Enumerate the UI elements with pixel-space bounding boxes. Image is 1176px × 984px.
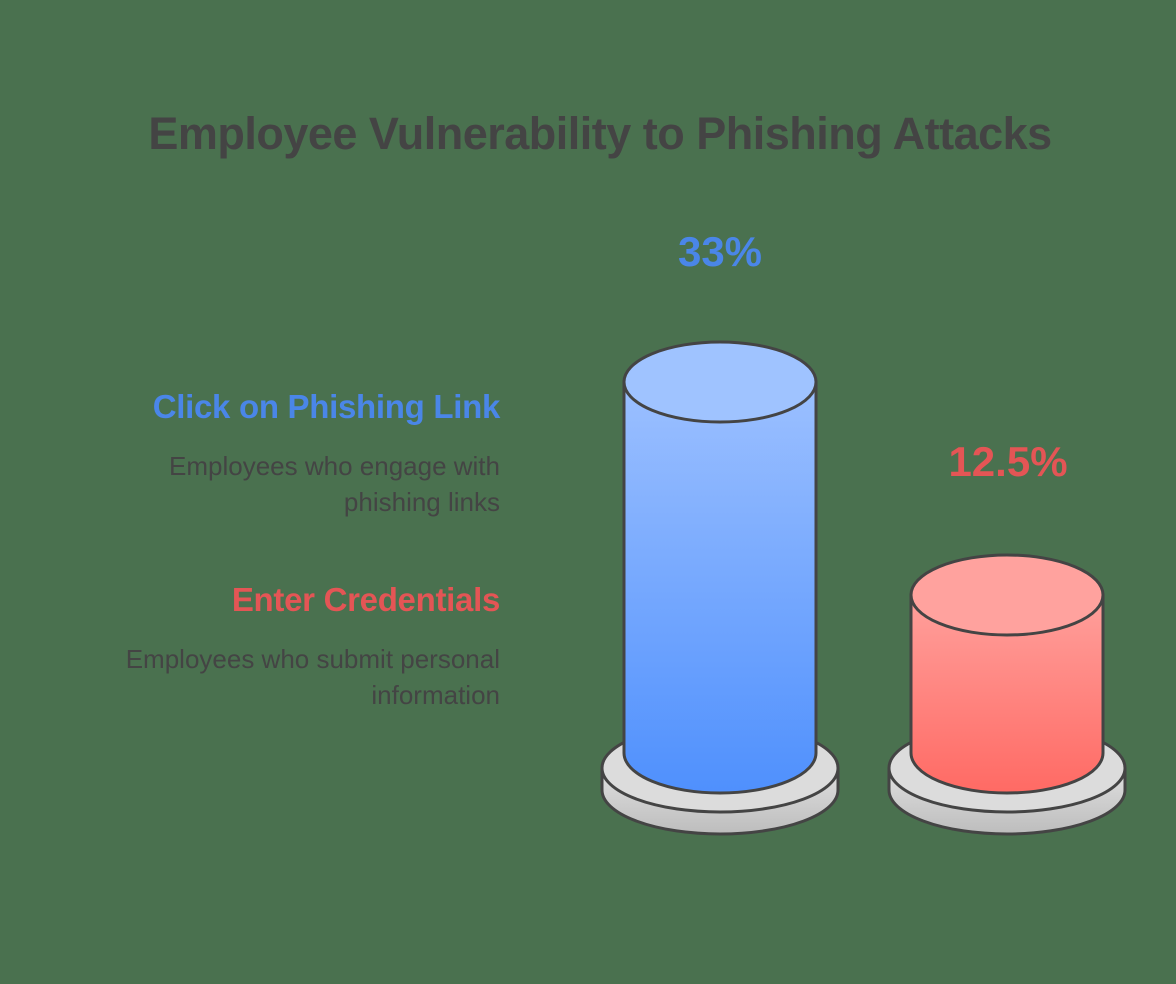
- value-label-enter-credentials: 12.5%: [948, 438, 1068, 485]
- category-title: Click on Phishing Link: [152, 388, 501, 425]
- category-description: Employees who engage with: [169, 451, 500, 481]
- category-description: Employees who submit personal: [125, 644, 500, 674]
- category-label-enter-credentials: Enter Credentials Employees who submit p…: [125, 581, 501, 713]
- category-label-click-link: Click on Phishing Link Employees who eng…: [152, 388, 501, 520]
- chart-title: Employee Vulnerability to Phishing Attac…: [148, 108, 1052, 159]
- category-title: Enter Credentials: [231, 581, 500, 618]
- bar-enter-credentials: [887, 553, 1127, 836]
- category-description: information: [371, 680, 500, 710]
- bar-click-link: [600, 340, 840, 836]
- category-description: phishing links: [343, 487, 500, 517]
- value-label-click-link: 33%: [677, 228, 763, 275]
